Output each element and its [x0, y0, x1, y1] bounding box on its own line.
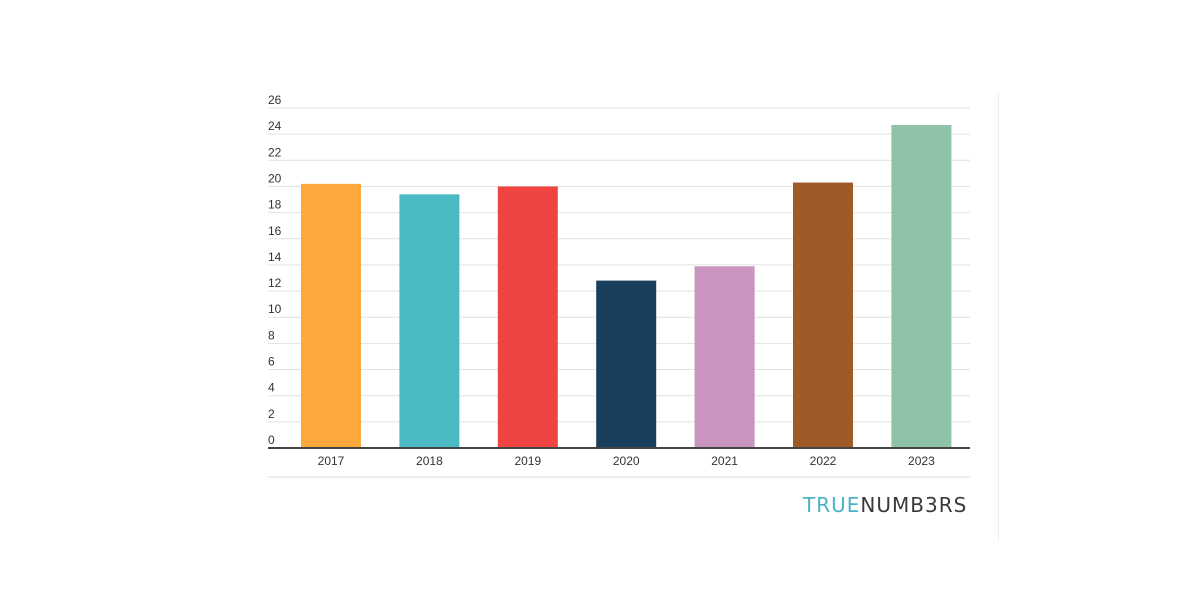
bar-2022 [793, 182, 853, 449]
y-tick-label: 14 [268, 250, 282, 264]
bar-2021 [694, 266, 755, 448]
y-tick-label: 18 [268, 198, 282, 212]
y-tick-label: 2 [268, 407, 275, 421]
x-tick-label: 2018 [416, 454, 443, 468]
bar-2018 [399, 194, 460, 448]
x-tick-label: 2019 [514, 454, 541, 468]
y-tick-label: 8 [268, 328, 275, 342]
brand-logo-numbers: NUMB3RS [860, 493, 968, 517]
x-tick-label: 2021 [711, 454, 738, 468]
y-tick-label: 24 [268, 119, 282, 133]
bar-2023 [891, 125, 952, 448]
bar-2020 [596, 280, 657, 448]
y-tick-label: 4 [268, 381, 275, 395]
x-axis-ticks: 2017 2018 2019 2020 2021 2022 2023 [318, 454, 935, 468]
bars [301, 125, 952, 449]
y-tick-label: 6 [268, 355, 275, 369]
y-tick-label: 12 [268, 276, 282, 290]
y-tick-label: 26 [268, 93, 282, 107]
y-tick-label: 22 [268, 145, 282, 159]
bar-2017 [301, 183, 361, 448]
x-tick-label: 2023 [908, 454, 935, 468]
brand-logo-true: TRUE [803, 493, 861, 517]
y-tick-label: 16 [268, 224, 282, 238]
x-tick-label: 2022 [810, 454, 837, 468]
right-rule [998, 92, 999, 542]
brand-logo: TRUENUMB3RS [803, 493, 967, 517]
x-tick-label: 2017 [318, 454, 345, 468]
y-tick-label: 20 [268, 171, 282, 185]
x-tick-label: 2020 [613, 454, 640, 468]
y-tick-label: 10 [268, 302, 282, 316]
bar-2019 [497, 186, 558, 448]
y-tick-label: 0 [268, 433, 275, 447]
